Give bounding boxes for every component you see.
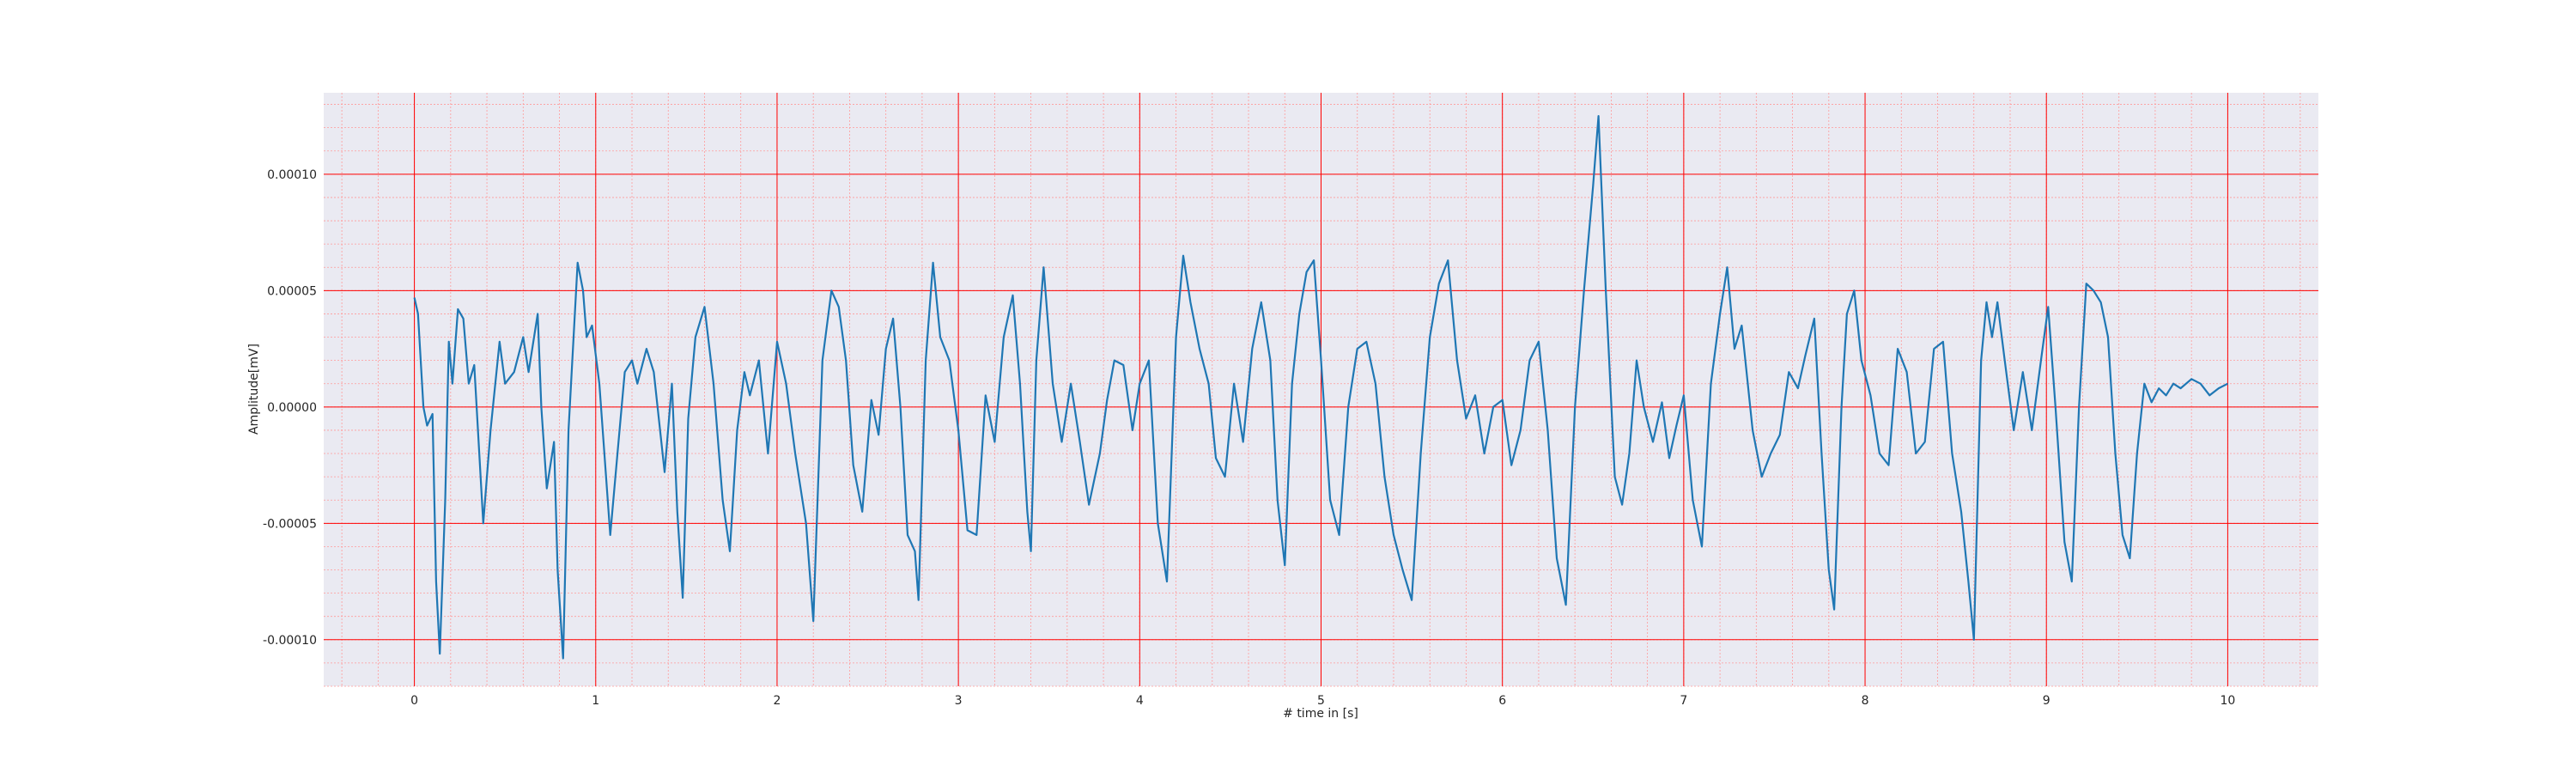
x-axis-label: # time in [s] xyxy=(1283,707,1358,721)
major-grid xyxy=(324,93,2318,686)
x-tick-label: 0 xyxy=(410,694,418,708)
x-tick-label: 8 xyxy=(1862,694,1869,708)
x-tick-label: 7 xyxy=(1680,694,1687,708)
y-tick-label: -0.00010 xyxy=(263,634,317,648)
y-axis-label: Amplitude[mV] xyxy=(247,344,261,435)
y-tick-label: 0.00000 xyxy=(267,401,317,415)
x-tick-labels: 0 1 2 3 4 5 6 7 8 9 10 xyxy=(410,694,2235,708)
x-tick-label: 10 xyxy=(2220,694,2235,708)
y-tick-label: 0.00010 xyxy=(267,168,317,182)
y-tick-label: -0.00005 xyxy=(263,517,317,531)
x-tick-label: 4 xyxy=(1136,694,1144,708)
x-tick-label: 1 xyxy=(592,694,599,708)
x-tick-label: 9 xyxy=(2043,694,2050,708)
series-line xyxy=(413,115,2228,660)
x-tick-label: 2 xyxy=(773,694,781,708)
y-tick-label: 0.00005 xyxy=(267,284,317,298)
x-tick-label: 5 xyxy=(1317,694,1325,708)
y-tick-labels: 0.00010 0.00005 0.00000 -0.00005 -0.00010 xyxy=(263,168,317,648)
x-tick-label: 6 xyxy=(1498,694,1506,708)
x-tick-label: 3 xyxy=(955,694,963,708)
